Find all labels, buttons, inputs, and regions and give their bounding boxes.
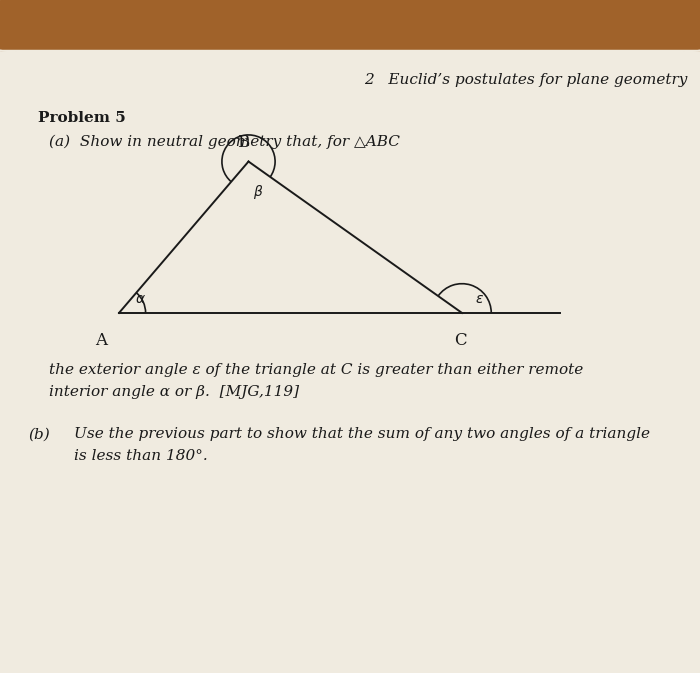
Text: C: C [454, 332, 467, 349]
Text: (a)  Show in neutral geometry that, for △ABC: (a) Show in neutral geometry that, for △… [49, 135, 400, 149]
Text: 2   Euclid’s postulates for plane geometry: 2 Euclid’s postulates for plane geometry [364, 73, 687, 87]
Text: $\varepsilon$: $\varepsilon$ [475, 292, 484, 306]
Text: interior angle α or β.  [MJG,119]: interior angle α or β. [MJG,119] [49, 385, 299, 399]
Text: $\alpha$: $\alpha$ [135, 292, 146, 306]
Text: (b): (b) [28, 427, 50, 441]
Text: the exterior angle ε of the triangle at C is greater than either remote: the exterior angle ε of the triangle at … [49, 363, 583, 378]
Bar [0, 0, 700, 50]
Text: A: A [95, 332, 108, 349]
Text: B: B [237, 135, 250, 151]
Text: Problem 5: Problem 5 [38, 111, 126, 125]
Text: Use the previous part to show that the sum of any two angles of a triangle: Use the previous part to show that the s… [74, 427, 650, 441]
Text: $\beta$: $\beta$ [253, 183, 264, 201]
Text: is less than 180°.: is less than 180°. [74, 449, 207, 463]
